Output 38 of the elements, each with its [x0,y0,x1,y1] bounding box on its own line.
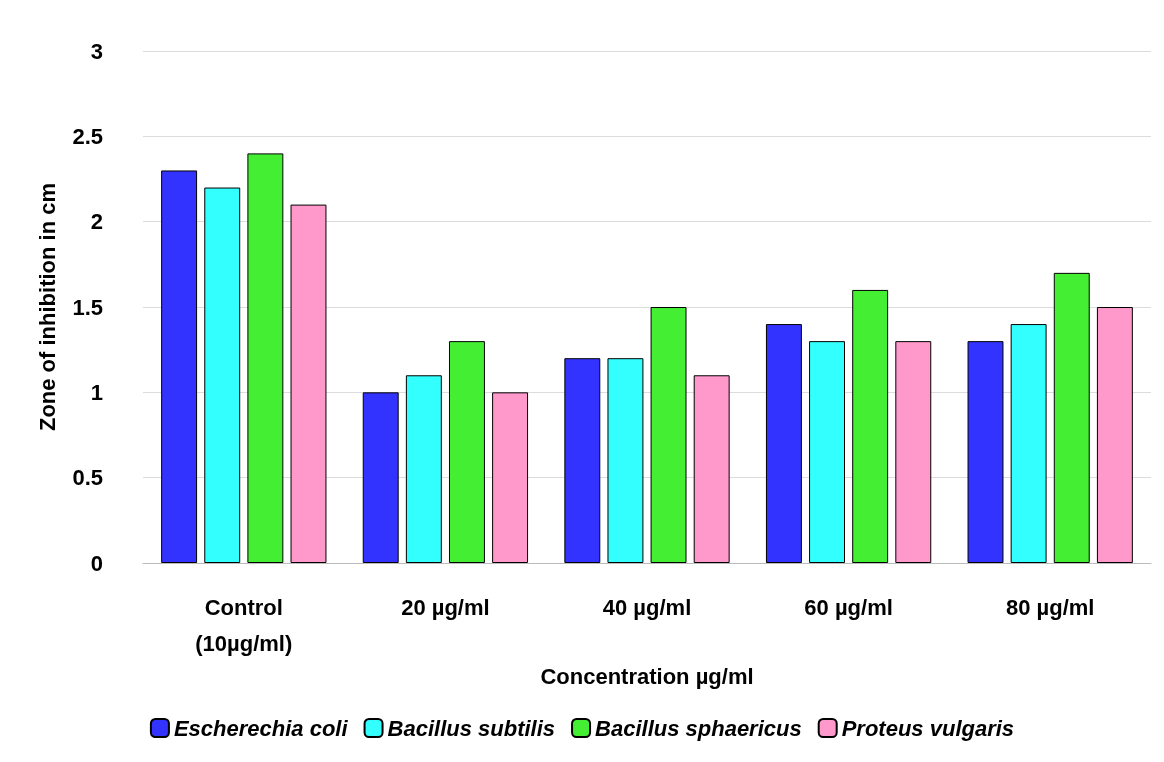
y-tick-label: 1 [90,379,103,405]
bar [650,307,687,563]
legend-label: Bacillus subtilis [387,715,556,741]
y-tick-label: 0 [90,550,103,576]
bar [564,358,601,563]
bar [448,341,485,563]
x-tick-label: 40 µg/ml [602,594,692,620]
bar [247,153,284,563]
x-tick-label: 20 µg/ml [401,594,490,620]
legend-label: Escherechia coli [173,715,349,741]
bar [362,392,399,563]
y-tick-label: 0.5 [72,465,103,491]
y-tick-label: 1.5 [72,294,103,320]
bar [1010,324,1047,563]
bar [809,341,846,563]
bar [607,358,644,563]
bar [852,289,889,563]
y-tick-label: 2 [90,209,103,235]
y-tick-label: 2.5 [72,123,103,149]
bar [895,341,932,563]
bar [405,375,442,563]
legend-label: Bacillus sphaericus [595,715,802,741]
x-axis-title: Concentration µg/ml [540,664,754,690]
x-tick-label: Control (10µg/ml) [195,594,293,656]
x-tick-label: 80 µg/ml [1005,594,1095,620]
legend-label: Proteus vulgaris [841,715,1015,741]
bar [204,187,241,563]
y-tick-label: 3 [90,38,103,64]
bar [290,204,327,563]
bar [765,324,802,563]
bar [492,392,529,563]
bar [161,170,198,563]
bar [693,375,730,563]
bar [1096,307,1133,563]
y-axis-title: Zone of inhibition in cm [34,182,60,432]
bar [1053,272,1090,563]
x-tick-label: 60 µg/ml [804,594,893,620]
bar [967,341,1004,563]
